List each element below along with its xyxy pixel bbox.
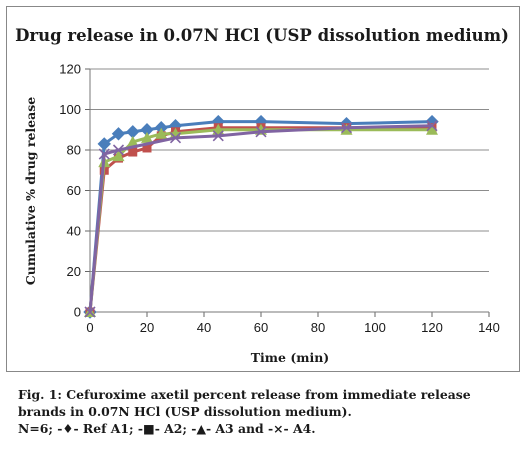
y-axis-label: Cumulative % drug release (23, 97, 38, 285)
series-4-point (98, 148, 110, 160)
chart-frame: Drug release in 0.07N HCl (USP dissoluti… (6, 6, 520, 372)
x-tick-label: 80 (311, 320, 325, 335)
series-3-point (426, 123, 438, 135)
series-4-point (212, 130, 224, 142)
series-layer (83, 114, 439, 319)
x-tick-label: 100 (364, 320, 386, 335)
series-3-point (141, 131, 153, 143)
y-tick-label: 40 (67, 224, 81, 239)
caption-line-1: Fig. 1: Cefuroxime axetil percent releas… (18, 387, 471, 402)
series-4-point (169, 132, 182, 144)
series-3-point (169, 127, 182, 139)
x-tick-label: 0 (86, 320, 93, 335)
series-3-point (112, 150, 125, 162)
series-1-point (97, 137, 111, 151)
x-tick-label: 120 (421, 320, 443, 335)
axes: 0 20 40 60 80 100 120 0 20 40 60 80 100 120 140 (59, 62, 500, 336)
series-2 (85, 123, 437, 317)
series-4-point (426, 120, 438, 132)
series-4-point (112, 144, 125, 156)
y-tick-label: 60 (67, 183, 81, 198)
caption-line-2: brands in 0.07N HCl (USP dissolution med… (18, 404, 352, 419)
series-2-line (88, 126, 432, 313)
gridlines (90, 68, 489, 272)
y-tick-label: 80 (67, 143, 81, 158)
series-4-point (255, 126, 267, 138)
chart-title: Drug release in 0.07N HCl (USP dissoluti… (15, 26, 509, 45)
series-4-point (84, 306, 96, 318)
chart: Drug release in 0.07N HCl (USP dissoluti… (15, 26, 509, 365)
series-4-point (340, 122, 353, 134)
x-tick-label: 140 (478, 320, 500, 335)
series-4-line (88, 124, 433, 313)
x-axis-label: Time (min) (251, 350, 329, 365)
caption-line-3: N=6; -♦- Ref A1; -■- A2; -▲- A3 and -×- … (18, 421, 316, 436)
y-tick-label: 20 (67, 264, 81, 279)
x-tick-label: 20 (140, 320, 154, 335)
series-3-point (340, 123, 353, 135)
series-4 (84, 120, 438, 318)
y-tick-label: 0 (74, 305, 81, 320)
series-1-point (111, 127, 126, 141)
x-tick-label: 40 (197, 320, 211, 335)
series-2-point (142, 143, 152, 153)
series-3-point (155, 127, 168, 139)
series-3-point (126, 135, 139, 147)
y-tick-label: 100 (59, 102, 81, 117)
series-3-line (88, 128, 432, 313)
figure-caption: Fig. 1: Cefuroxime axetil percent releas… (18, 386, 518, 437)
x-tick-label: 60 (254, 320, 268, 335)
series-2-point (128, 147, 138, 157)
y-tick-label: 120 (59, 62, 81, 77)
